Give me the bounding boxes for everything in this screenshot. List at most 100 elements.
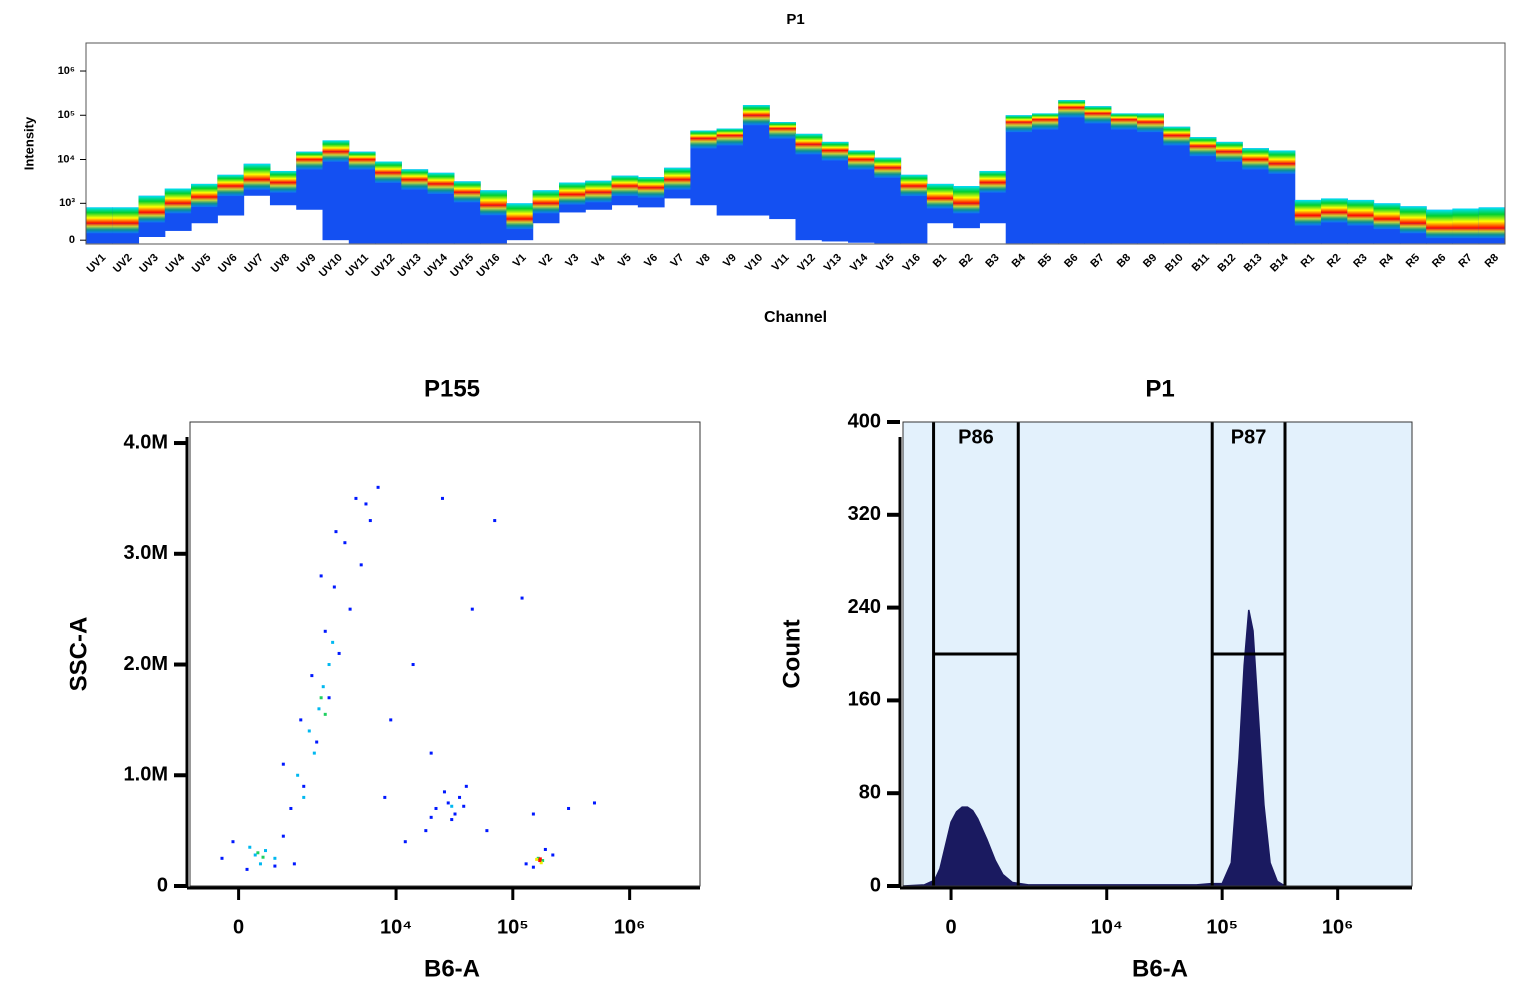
peak-glow: [1242, 159, 1269, 170]
x-tick-label: R7: [1456, 252, 1474, 270]
x-tick-label: B2: [957, 252, 975, 270]
area-line: [902, 609, 1286, 887]
gate-label: P87: [1231, 426, 1267, 448]
peak-glow: [690, 138, 718, 149]
x-tick-label: 10⁴: [1091, 916, 1123, 938]
y-tick-label: 2.0M: [124, 653, 168, 675]
upper-ramp: [1373, 203, 1401, 220]
upper-ramp: [1294, 199, 1322, 216]
point: [273, 856, 277, 860]
x-axis-label: B6-A: [1132, 955, 1188, 982]
x-tick-label: V5: [616, 252, 634, 270]
y-tick-label: 0: [157, 874, 168, 896]
peak-glow: [1268, 163, 1296, 174]
upper-ramp: [1452, 208, 1480, 229]
upper-ramp: [926, 183, 954, 199]
plot-frame: [189, 421, 701, 887]
y-tick-label: 3.0M: [124, 542, 168, 564]
channel-band: [1005, 115, 1033, 244]
upper-ramp: [611, 175, 639, 187]
y-tick-label: 240: [848, 596, 881, 618]
upper-ramp: [322, 140, 350, 152]
x-tick-label: 10⁵: [497, 916, 529, 938]
upper-ramp: [559, 182, 586, 195]
point: [567, 806, 571, 810]
peak-glow: [1189, 146, 1217, 157]
x-tick-label: B3: [983, 252, 1001, 270]
x-tick-label: B12: [1215, 252, 1238, 275]
point: [538, 859, 542, 863]
x-tick-label: V14: [848, 251, 871, 274]
peak-glow: [86, 223, 113, 234]
point: [231, 840, 235, 844]
peak-glow: [1137, 122, 1164, 133]
peak-glow: [532, 203, 560, 214]
peak-glow: [874, 167, 902, 178]
peak-glow: [375, 172, 402, 183]
peak-glow: [637, 187, 665, 198]
x-axis-label: B6-A: [424, 955, 480, 982]
point: [520, 596, 524, 600]
upper-ramp: [742, 105, 770, 116]
upper-ramp: [427, 172, 455, 184]
peak-glow: [1347, 215, 1375, 226]
point: [281, 834, 285, 838]
x-tick-label: V8: [695, 252, 713, 270]
upper-ramp: [874, 157, 902, 168]
peak-glow: [1058, 107, 1086, 118]
point: [302, 795, 306, 799]
point: [536, 856, 540, 860]
upper-ramp: [164, 188, 192, 204]
upper-ramp: [86, 207, 113, 224]
point: [359, 563, 363, 567]
peak-glow: [848, 159, 875, 170]
point: [458, 795, 462, 799]
point: [464, 784, 468, 788]
upper-ramp: [348, 151, 376, 160]
point: [343, 541, 347, 545]
point: [296, 773, 300, 777]
point: [446, 801, 450, 805]
upper-ramp: [848, 150, 875, 160]
x-tick-label: UV6: [216, 252, 240, 276]
point: [348, 607, 352, 611]
upper-ramp: [585, 180, 613, 193]
point: [411, 663, 415, 667]
y-tick-label: 10⁴: [57, 153, 75, 165]
y-tick-label: 160: [848, 689, 881, 711]
peak-glow: [926, 198, 954, 209]
point: [354, 496, 358, 500]
x-tick-label: R5: [1404, 252, 1422, 270]
peak-glow: [427, 183, 455, 194]
peak-glow: [769, 128, 796, 139]
point: [541, 859, 545, 863]
upper-ramp: [296, 151, 323, 160]
point: [310, 674, 314, 678]
channel-band: [1032, 113, 1059, 244]
upper-ramp: [1163, 126, 1191, 136]
y-tick-label: 10⁵: [58, 109, 75, 121]
x-tick-label: R6: [1430, 252, 1448, 270]
upper-ramp: [664, 167, 691, 180]
peak-glow: [1084, 113, 1112, 124]
point: [331, 640, 335, 644]
upper-ramp: [112, 207, 140, 224]
upper-ramp: [401, 169, 429, 180]
x-tick-label: UV7: [242, 252, 266, 276]
point: [253, 853, 257, 857]
upper-ramp: [375, 161, 402, 173]
y-tick-label: 4.0M: [124, 431, 168, 453]
peak-glow: [1399, 223, 1427, 234]
upper-ramp: [1268, 150, 1296, 164]
x-tick-label: V3: [563, 252, 581, 270]
peak-glow: [480, 205, 507, 216]
y-axis-label: Intensity: [21, 116, 36, 170]
chart-title: P155: [424, 375, 480, 402]
x-tick-label: 10⁵: [1206, 916, 1238, 938]
y-tick-label: 10⁶: [58, 65, 75, 77]
peak-glow: [1452, 228, 1480, 239]
y-tick-label: 80: [859, 781, 881, 803]
x-tick-label: B11: [1190, 252, 1212, 274]
y-axis-label: SSC-A: [65, 617, 92, 692]
